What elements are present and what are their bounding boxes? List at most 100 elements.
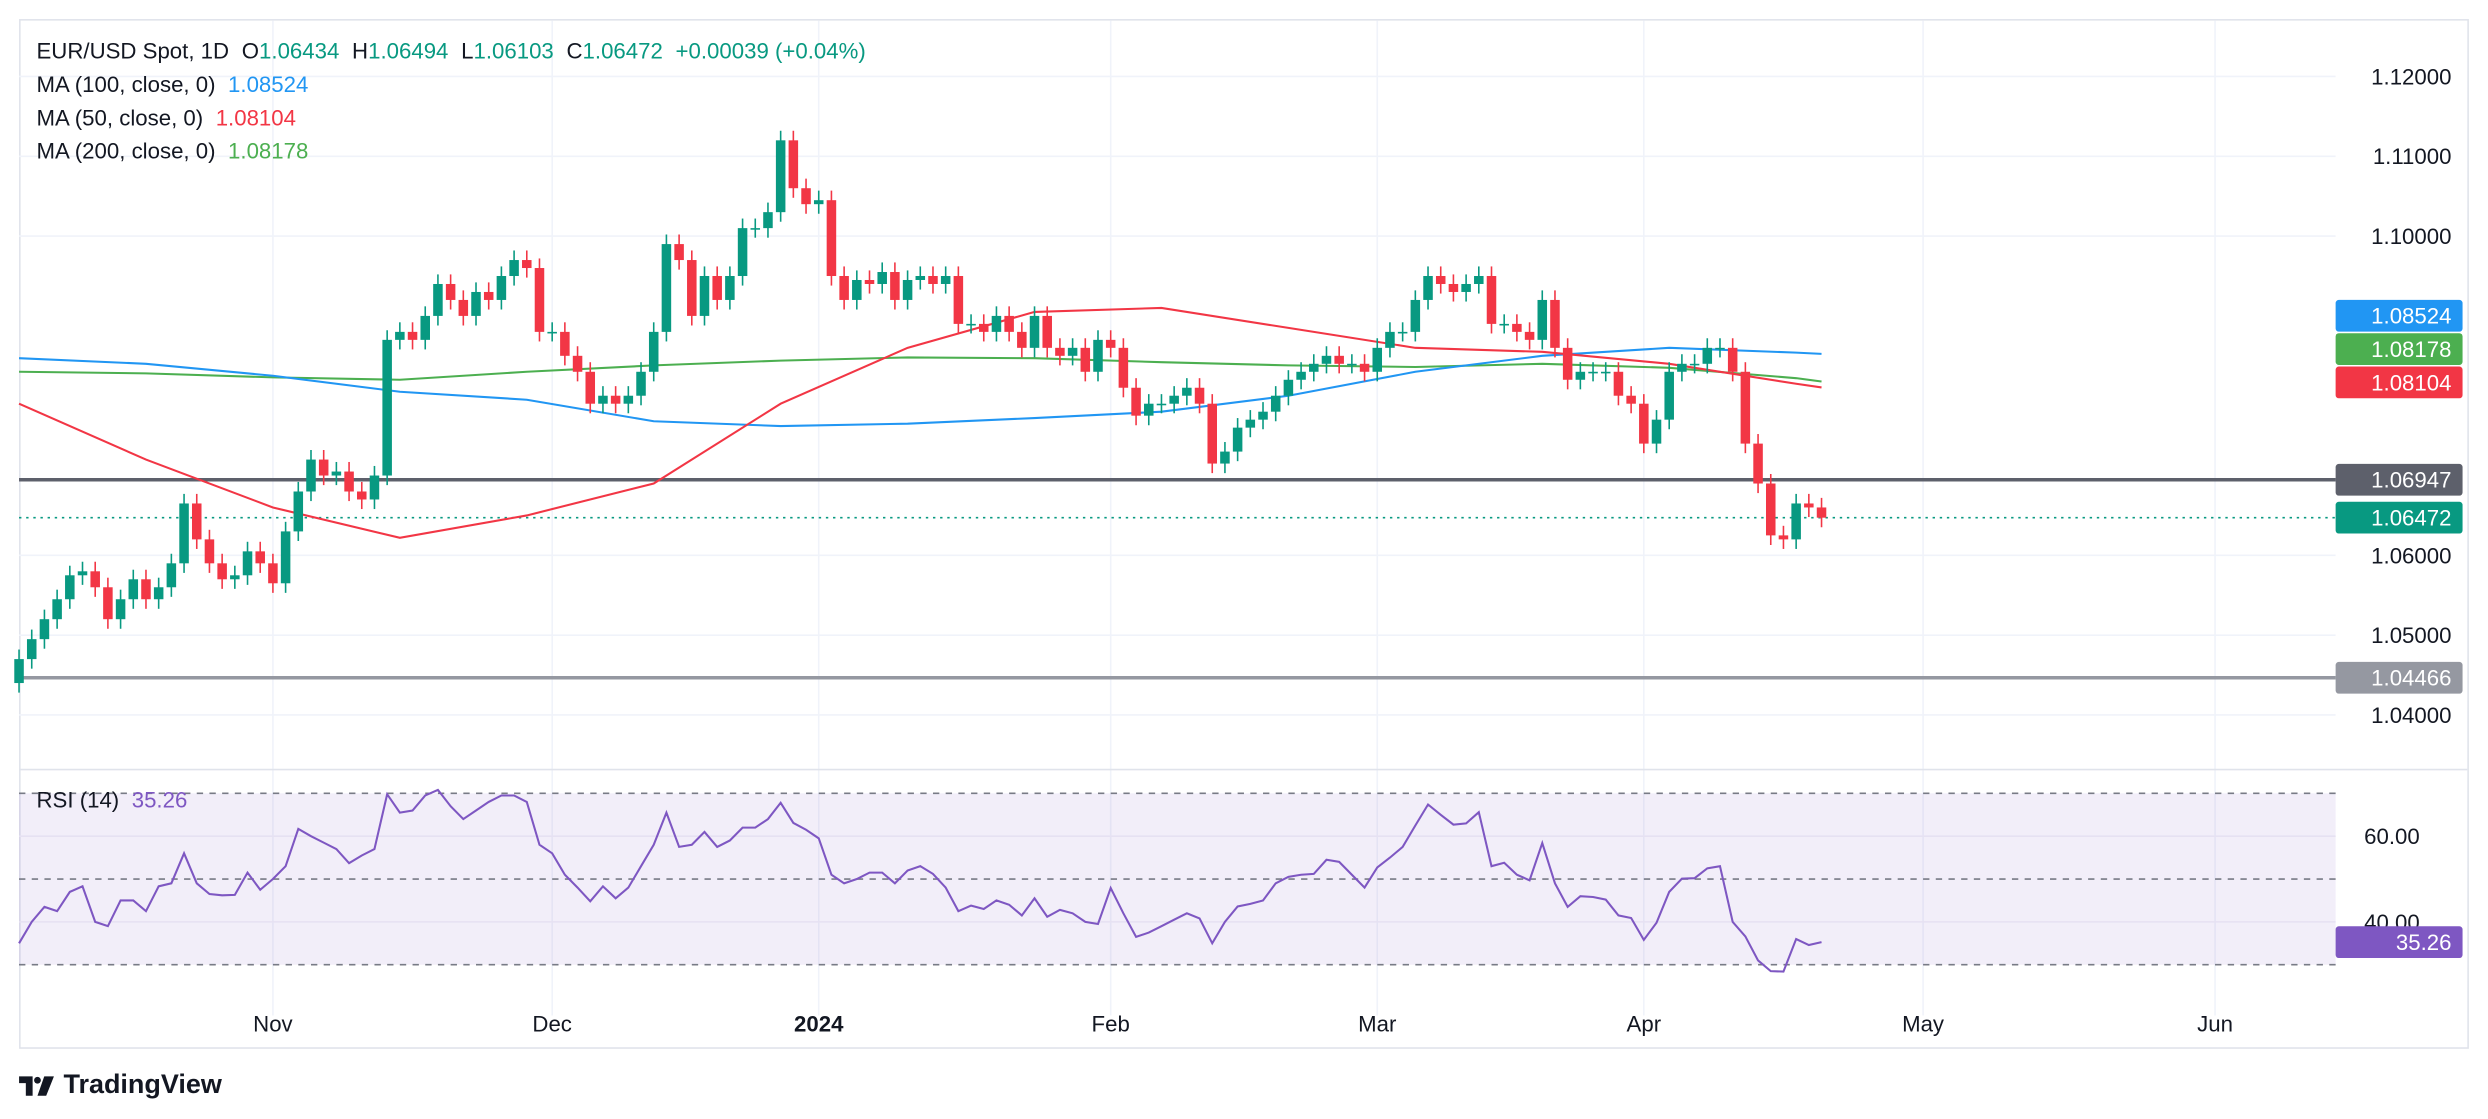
candle-up — [1410, 299, 1421, 332]
candle-up — [1029, 315, 1040, 348]
tradingview-logo[interactable]: TradingView — [19, 1069, 222, 1101]
candle-up — [1347, 363, 1357, 366]
symbol-legend: EUR/USD Spot, 1D O1.06434 H1.06494 L1.06103… — [36, 35, 872, 67]
candle-up — [1600, 371, 1611, 374]
ma100-legend[interactable]: MA (100, close, 0) 1.08524 — [36, 68, 314, 100]
candle-down — [674, 244, 684, 261]
candle-up — [1499, 323, 1509, 326]
candle-up — [115, 599, 126, 620]
candle-up — [1651, 419, 1662, 444]
candle-up — [1169, 395, 1179, 404]
candle-down — [1524, 331, 1535, 340]
open-value: 1.06434 — [259, 38, 340, 64]
ma100-price-tag-box — [2335, 299, 2463, 332]
candle-up — [1423, 276, 1433, 300]
candle-down — [1118, 347, 1129, 388]
candle-up — [382, 339, 392, 476]
candle-down — [255, 551, 265, 564]
candles — [14, 130, 1827, 693]
candle-up — [636, 371, 646, 396]
candle-up — [877, 272, 887, 284]
level-price-tag-text: 1.04466 — [2371, 666, 2451, 691]
symbol-title[interactable]: EUR/USD Spot, 1D — [36, 38, 230, 64]
rsi-legend[interactable]: RSI (14) 35.26 — [36, 784, 193, 816]
candle-down — [610, 395, 621, 404]
candle-down — [560, 331, 570, 356]
candle-up — [1677, 363, 1687, 372]
price-tick-label: 1.05000 — [2371, 623, 2451, 648]
candle-up — [991, 315, 1002, 332]
candle-up — [1461, 283, 1471, 292]
candle-up — [1537, 299, 1548, 340]
ma100-line — [18, 346, 1822, 428]
candle-up — [14, 659, 24, 684]
candle-up — [1156, 403, 1167, 406]
horizontal-levels[interactable] — [19, 478, 2336, 680]
candle-up — [1689, 363, 1700, 366]
candle-up — [128, 579, 139, 600]
candle-down — [483, 291, 494, 300]
high-label: H — [352, 38, 369, 64]
candle-up — [966, 323, 976, 326]
time-tick-label: Nov — [253, 1011, 293, 1036]
candle-up — [1715, 347, 1725, 350]
ma50-label: MA (50, close, 0) — [36, 104, 204, 131]
ma100-label: MA (100, close, 0) — [36, 71, 216, 97]
candle-down — [1486, 276, 1497, 324]
candle-up — [1474, 276, 1484, 284]
candle-up — [369, 475, 380, 500]
candle-up — [623, 395, 634, 404]
candle-down — [1626, 395, 1636, 404]
candle-down — [1804, 503, 1814, 508]
candle-up — [420, 315, 430, 340]
candle-up — [26, 639, 37, 660]
candle-up — [1270, 395, 1281, 412]
candle-up — [1791, 503, 1801, 540]
candle-down — [1207, 403, 1217, 464]
candle-down — [788, 140, 799, 189]
candle-up — [306, 459, 316, 492]
candle-up — [230, 575, 240, 580]
close-value: 1.06472 — [582, 38, 663, 64]
chart-frame — [19, 19, 2469, 1049]
candle-up — [153, 587, 164, 600]
time-tick-label: Mar — [1358, 1011, 1397, 1036]
candle-up — [1575, 371, 1586, 380]
candle-down — [712, 276, 722, 300]
candle-down — [1778, 535, 1789, 540]
candle-up — [496, 276, 507, 300]
candle-up — [39, 619, 50, 640]
ma200-legend[interactable]: MA (200, close, 0) 1.08178 — [36, 135, 314, 167]
rsi-pane — [18, 788, 2336, 973]
ma50-price-tag-box — [2335, 366, 2463, 399]
close-label: C — [566, 38, 583, 64]
candle-down — [357, 491, 367, 500]
candle-down — [928, 276, 938, 284]
time-tick-label: May — [1902, 1011, 1945, 1036]
ma200-price-tag-box — [2335, 333, 2463, 365]
candle-up — [1664, 371, 1674, 420]
candle-up — [1093, 339, 1103, 372]
price-tick-label: 1.12000 — [2371, 64, 2451, 89]
candle-up — [1321, 355, 1332, 364]
candle-down — [407, 331, 418, 340]
candle-down — [1613, 371, 1624, 396]
candle-up — [902, 279, 913, 300]
candle-down — [1512, 323, 1522, 332]
candle-down — [687, 260, 697, 316]
candle-up — [1232, 427, 1243, 452]
change-value: +0.00039 (+0.04%) — [675, 38, 866, 64]
time-tick-label: Jun — [2197, 1011, 2233, 1036]
candle-up — [1372, 347, 1383, 372]
candle-down — [1004, 315, 1014, 332]
ma50-legend[interactable]: MA (50, close, 0) 1.08104 — [36, 102, 302, 134]
candle-down — [522, 260, 532, 269]
candle-up — [1385, 331, 1395, 348]
candle-up — [661, 244, 672, 332]
candle-up — [1245, 419, 1256, 428]
low-label: L — [461, 38, 474, 64]
candle-down — [90, 571, 100, 588]
candle-down — [1042, 315, 1052, 348]
ma100-value: 1.08524 — [228, 71, 309, 97]
